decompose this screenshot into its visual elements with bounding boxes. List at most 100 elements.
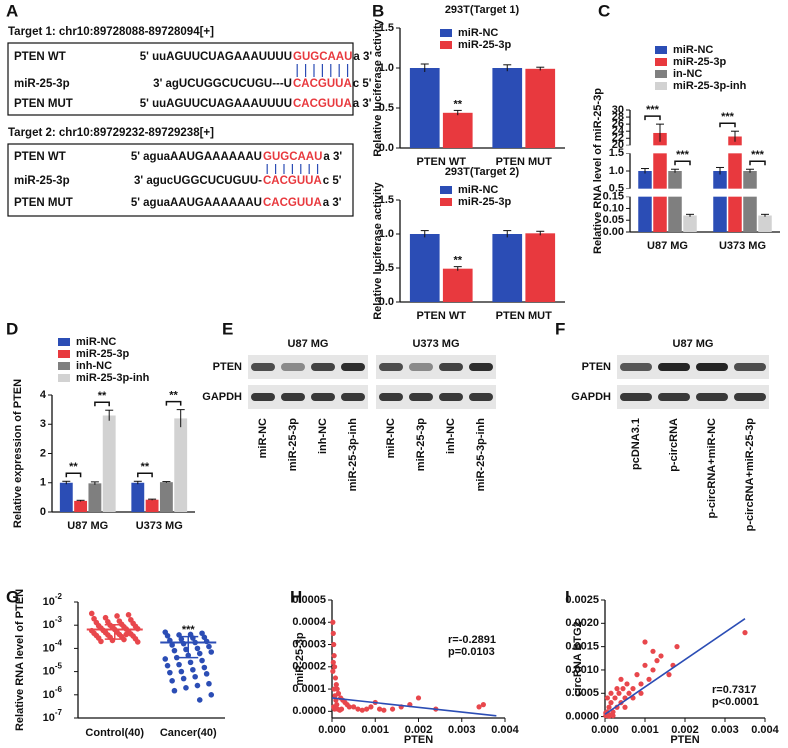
blot-band	[281, 363, 305, 371]
legend-swatch	[440, 186, 452, 194]
data-point	[333, 682, 339, 688]
row-label: PTEN MUT	[14, 197, 73, 209]
data-point	[355, 706, 361, 712]
data-point	[192, 673, 198, 680]
data-point	[331, 664, 338, 670]
y-tick-label: 0.0003	[292, 638, 326, 650]
data-point	[206, 643, 212, 650]
statistic: r=-0.2891	[448, 634, 496, 646]
blot-band	[251, 393, 275, 401]
bar	[758, 215, 772, 232]
y-tick-label: 24	[612, 125, 625, 137]
data-point	[642, 639, 648, 645]
data-point	[164, 632, 171, 639]
blot-band	[439, 393, 463, 401]
blot-band	[620, 393, 652, 401]
significance-bracket	[137, 472, 153, 478]
statistic: p=0.0103	[448, 646, 495, 658]
bar	[492, 68, 523, 148]
x-axis-label: PTEN	[670, 734, 699, 746]
y-tick-label: 0.0010	[565, 664, 599, 676]
bar	[525, 68, 556, 148]
y-tick-label: 0.5	[379, 102, 394, 114]
lane-label: miR-25-3p-inh	[475, 418, 487, 492]
blot-row-label: GAPDH	[202, 391, 242, 403]
bar	[638, 171, 652, 232]
lane-label: miR-25-3p-inh	[347, 418, 359, 492]
significance: ***	[721, 111, 735, 123]
bar	[653, 132, 667, 232]
y-tick-label: 2	[40, 447, 46, 459]
blot-row-label: GAPDH	[571, 391, 611, 403]
target-title: Target 1: chr10:89728088-89728094[+]	[8, 26, 214, 38]
data-point	[173, 654, 180, 661]
blot-band	[439, 363, 463, 371]
data-point	[654, 658, 660, 664]
bar	[743, 171, 757, 232]
x-tick-label: 0.001	[361, 724, 389, 736]
y-tick-label: 30	[612, 104, 624, 116]
data-point	[208, 692, 215, 698]
seed-sequence: GUGCAAU	[293, 51, 352, 63]
lane-label: miR-25-3p	[415, 418, 427, 471]
x-tick-label: 0.003	[448, 724, 476, 736]
bar	[492, 234, 523, 302]
sequence-text: 5' aguaAAUGAAAAAAU	[131, 151, 262, 163]
y-axis-label: Relative luciferase activity	[372, 18, 384, 156]
y-tick-label: 0.15	[603, 191, 624, 203]
sequence-panel: Target 1: chr10:89728088-89728094[+] PTEN…	[7, 26, 372, 217]
data-point	[338, 706, 345, 712]
data-point	[201, 664, 208, 671]
blot-group-title: U373 MG	[412, 338, 459, 350]
y-tick-exponent: -7	[55, 708, 63, 717]
bar	[74, 500, 88, 512]
data-point	[606, 704, 612, 710]
legend-swatch	[58, 338, 70, 346]
bar	[442, 268, 473, 302]
bar	[174, 418, 188, 512]
fit-line	[331, 697, 497, 717]
panel-label: E	[222, 319, 233, 338]
x-tick-label: PTEN WT	[417, 310, 467, 322]
data-point	[176, 661, 182, 668]
x-tick-label: U87 MG	[67, 520, 108, 532]
panel-label: H	[290, 587, 302, 606]
significance-bracket	[65, 472, 82, 478]
axis-break	[624, 145, 782, 154]
blot-band	[469, 363, 493, 371]
blot-band	[658, 363, 690, 371]
chart-title: 293T(Target 2)	[445, 166, 520, 178]
legend-label: miR-NC	[76, 336, 116, 348]
lane-label: inh-NC	[317, 418, 329, 454]
data-point	[332, 675, 339, 681]
legend-swatch	[58, 374, 70, 382]
data-point	[178, 636, 185, 642]
y-tick-label: 0.0	[379, 296, 394, 308]
data-point	[88, 610, 95, 617]
data-point	[346, 704, 352, 710]
sequence-text: a 3'	[323, 151, 342, 163]
x-tick-label: Control(40)	[85, 727, 144, 739]
y-tick-label: 0.0002	[292, 661, 326, 673]
bar	[409, 234, 440, 302]
data-point	[476, 704, 482, 710]
x-tick-label: 0.002	[405, 724, 433, 736]
legend-swatch	[440, 198, 452, 206]
significance-bracket	[94, 401, 110, 407]
blot-band	[696, 393, 728, 401]
sequence-box	[7, 42, 354, 116]
x-tick-label: 0.002	[671, 724, 699, 736]
y-tick-label: 10-5	[43, 662, 63, 678]
legend-swatch	[440, 29, 452, 37]
y-axis-label: Relative RNA level of PTEN	[14, 589, 26, 731]
significance-bracket	[165, 400, 182, 406]
panel-label: A	[6, 1, 18, 20]
y-tick-label: 4	[40, 389, 47, 401]
y-tick-label: 0.10	[603, 202, 624, 214]
seed-sequence: CACGUUA	[263, 197, 322, 209]
data-point	[330, 619, 336, 625]
y-tick-label: 0.0	[379, 142, 394, 154]
data-point	[351, 704, 357, 710]
blot-band	[469, 393, 493, 401]
blot-band	[734, 363, 766, 371]
